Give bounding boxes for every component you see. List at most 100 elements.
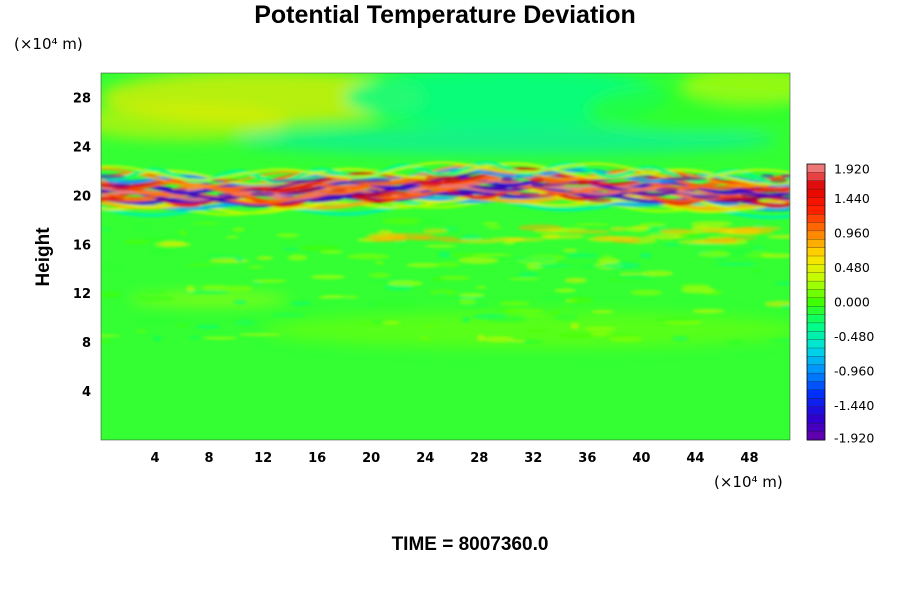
field-patch (350, 192, 393, 198)
field-patch (249, 191, 276, 197)
field-patch (631, 225, 652, 229)
field-patch (101, 228, 114, 231)
field-patch (531, 182, 545, 188)
field-patch (525, 329, 551, 333)
x-tick-label: 24 (416, 451, 434, 466)
y-axis-label: Height (33, 227, 54, 287)
field-patch (101, 334, 122, 337)
field-patch (578, 265, 619, 268)
field-patch (232, 227, 245, 233)
field-patch (564, 277, 587, 284)
field-patch (760, 253, 790, 259)
field-patch (656, 317, 701, 322)
field-patch (457, 303, 492, 308)
colorbar-level (806, 214, 826, 223)
plot-border (100, 72, 791, 441)
plot-area (101, 73, 790, 440)
field-patch (638, 222, 668, 227)
field-patch (671, 336, 689, 342)
field-patch (438, 251, 451, 259)
field-patch (287, 254, 308, 261)
field-patch (275, 233, 300, 238)
field-patch (608, 335, 644, 343)
field-patch (510, 339, 526, 343)
field-patch (344, 73, 669, 129)
field-patch (128, 291, 291, 307)
x-tick-label: 12 (254, 451, 272, 466)
field-smooth (101, 73, 790, 349)
field-patch (412, 236, 459, 241)
y-tick-labels: 4 8 12 16 20 24 28 (73, 91, 91, 400)
field-patch (283, 237, 297, 241)
field-patch (562, 307, 571, 310)
colorbar-level (806, 306, 826, 315)
field-patch (715, 197, 760, 202)
field-patch (267, 179, 316, 183)
field-patch (553, 313, 579, 321)
field-patch (759, 174, 775, 179)
colorbar-level (806, 347, 826, 357)
colorbar-level (806, 314, 826, 324)
colorbar-level (806, 372, 826, 382)
colorbar-level (806, 255, 826, 265)
field-patch (458, 292, 486, 297)
field-patch (764, 300, 790, 308)
field-patch (507, 278, 541, 281)
field-patch (210, 178, 239, 182)
field-patch (357, 322, 376, 326)
field-patch (486, 316, 528, 323)
x-tick-labels: 4 8 12 16 20 24 28 32 36 40 44 48 (151, 451, 759, 466)
field-patch (176, 323, 187, 328)
field-patch (544, 234, 586, 240)
field-patch (751, 268, 761, 274)
field-patch (436, 261, 461, 267)
field-patch (365, 302, 375, 306)
field-patch (588, 197, 612, 203)
field-patch (663, 243, 681, 247)
y-tick-label: 28 (73, 91, 91, 106)
field-patch (780, 304, 790, 309)
colorbar-level (806, 297, 826, 307)
field-patch (233, 299, 247, 305)
field-patch (769, 338, 790, 343)
field-patch (630, 289, 663, 296)
field-patch (101, 103, 291, 141)
y-tick-label: 20 (73, 189, 91, 204)
field-patch (420, 181, 442, 188)
colorbar-tick-label: 0.480 (834, 260, 870, 275)
field-patch (330, 188, 348, 192)
field-patch (160, 240, 187, 247)
field-patch (377, 229, 393, 235)
field-wave-layer (101, 160, 790, 220)
x-tick-label: 32 (524, 451, 542, 466)
colorbar-level (806, 172, 826, 182)
field-patch (238, 333, 282, 337)
field-patch (570, 322, 580, 330)
field-patch (568, 296, 594, 304)
colorbar-level (806, 205, 826, 215)
field-patch (456, 296, 485, 299)
field-patch (562, 248, 578, 253)
field-patch (299, 245, 341, 252)
heatmap-field (101, 73, 790, 440)
field-patch (517, 272, 539, 277)
field-patch (349, 178, 392, 184)
field-patch (604, 334, 638, 337)
field-patch (206, 255, 237, 258)
field-patch (101, 174, 126, 179)
field-patch (111, 188, 145, 191)
field-patch (429, 289, 458, 296)
y-tick-label: 4 (82, 385, 91, 400)
field-patch (150, 247, 173, 254)
field-patch (605, 279, 641, 282)
x-tick-label: 4 (151, 451, 160, 466)
field-patch (617, 274, 655, 280)
field-patch (565, 253, 599, 258)
field-patch (655, 187, 679, 193)
field-patch (443, 226, 460, 232)
field-patch (436, 293, 447, 296)
field-patch (472, 253, 513, 257)
colorbar-level (806, 406, 826, 416)
field-patch (406, 262, 441, 268)
